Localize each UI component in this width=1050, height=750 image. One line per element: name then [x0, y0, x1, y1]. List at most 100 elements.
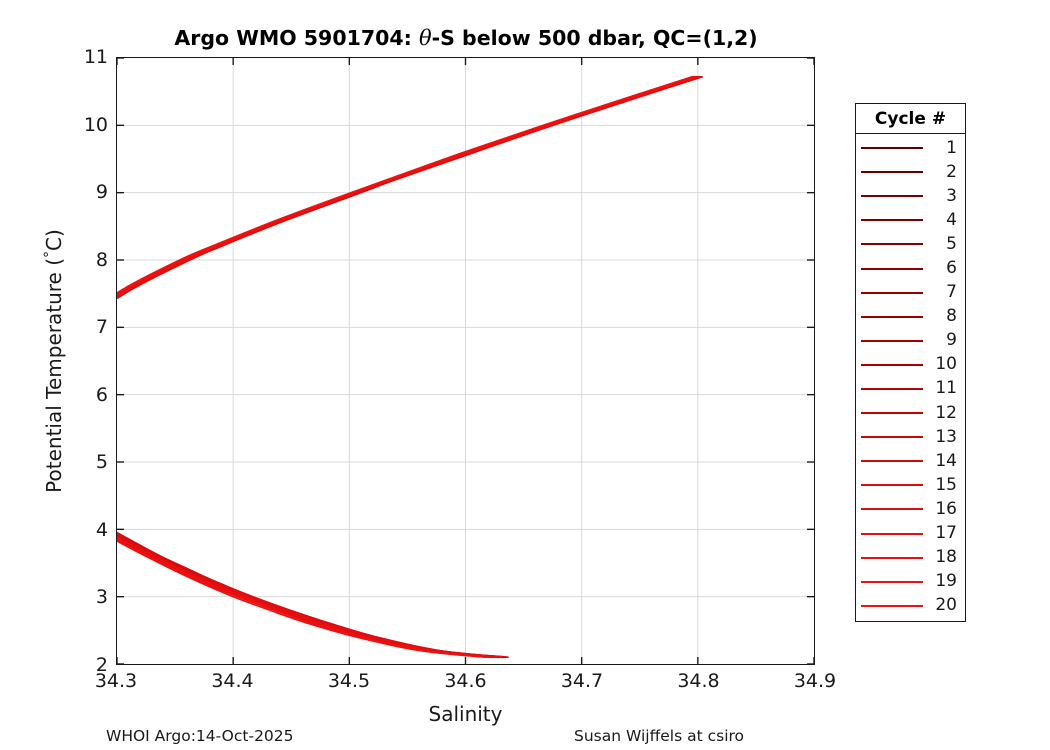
legend-line-swatch	[861, 243, 923, 246]
profile-curve	[117, 76, 699, 659]
legend-title: Cycle #	[856, 104, 965, 134]
legend-item-label: 4	[946, 209, 957, 230]
legend-item-label: 9	[946, 330, 957, 351]
legend-item[interactable]: 1	[856, 136, 965, 160]
legend-item-label: 11	[935, 378, 957, 399]
y-tick-label: 11	[83, 46, 108, 68]
x-axis-title: Salinity	[116, 702, 815, 726]
profile-curve	[117, 76, 700, 659]
legend-item[interactable]: 9	[856, 329, 965, 353]
legend-item-label: 3	[946, 185, 957, 206]
y-tick-label: 5	[95, 451, 108, 474]
legend-line-swatch	[861, 580, 923, 583]
legend-item[interactable]: 11	[856, 377, 965, 401]
legend-item[interactable]: 3	[856, 184, 965, 208]
y-tick-label: 8	[95, 248, 108, 271]
y-tick-label: 10	[83, 113, 108, 136]
page-title: Argo WMO 5901704: θ-S below 500 dbar, QC…	[116, 26, 816, 50]
legend-item-label: 1	[946, 137, 957, 158]
y-tick-label: 9	[95, 181, 108, 204]
legend-item[interactable]: 18	[856, 546, 965, 570]
profile-curve	[117, 76, 694, 659]
legend-item[interactable]: 13	[856, 425, 965, 449]
legend-line-swatch	[861, 508, 923, 511]
x-axis-title-text: Salinity	[428, 702, 503, 726]
y-tick-label: 2	[95, 654, 108, 676]
gridlines	[117, 58, 814, 664]
legend-line-swatch	[861, 532, 923, 535]
tick-marks	[117, 58, 814, 664]
profile-curve	[117, 76, 701, 659]
legend-item-label: 7	[946, 282, 957, 303]
legend-item-label: 14	[935, 450, 957, 471]
profile-curve	[117, 76, 694, 659]
x-tick-label: 34.7	[560, 670, 604, 692]
legend-line-swatch	[861, 195, 923, 198]
legend-item[interactable]: 12	[856, 401, 965, 425]
x-tick-label: 34.9	[793, 670, 837, 692]
y-tick-label: 4	[95, 518, 108, 541]
legend-line-swatch	[861, 436, 923, 439]
legend-item-label: 18	[935, 547, 957, 568]
x-tick-label: 34.6	[444, 670, 487, 692]
legend-item[interactable]: 7	[856, 281, 965, 305]
title-suffix: -S below 500 dbar, QC=(1,2)	[431, 26, 758, 50]
y-tick-label: 3	[95, 586, 108, 609]
y-tick-label: 6	[95, 383, 108, 406]
legend-item[interactable]: 8	[856, 305, 965, 329]
x-tick-label: 34.5	[327, 670, 371, 692]
legend-line-swatch	[861, 291, 923, 294]
legend-item[interactable]: 5	[856, 232, 965, 256]
legend-item-label: 10	[935, 354, 957, 375]
footer-author: Susan Wijffels at csiro	[574, 727, 745, 745]
legend-item-label: 5	[946, 233, 957, 254]
legend-line-swatch	[861, 556, 923, 559]
legend-line-swatch	[861, 412, 923, 415]
legend-item[interactable]: 4	[856, 208, 965, 232]
profile-curves	[117, 76, 703, 659]
profile-curve	[117, 76, 701, 659]
legend-line-swatch	[861, 171, 923, 174]
legend-item[interactable]: 15	[856, 473, 965, 497]
profile-curve	[117, 76, 699, 659]
legend-box: Cycle # 1 2 3 4 5 6 7 8 9 10 11 12 13 14 15 16 17 18 19 20	[855, 103, 966, 622]
legend-item[interactable]: 19	[856, 570, 965, 594]
legend-line-swatch	[861, 315, 923, 318]
legend-item[interactable]: 17	[856, 522, 965, 546]
legend-line-swatch	[861, 387, 923, 390]
legend-item[interactable]: 20	[856, 594, 965, 618]
title-prefix: Argo WMO 5901704:	[174, 26, 419, 50]
profile-curve	[117, 76, 699, 659]
x-axis-tick-labels: 34.3 34.4 34.5 34.6 34.7 34.8 34.9	[95, 670, 836, 698]
theta-symbol: θ	[418, 26, 432, 50]
footer-source: WHOI Argo:14-Oct-2025	[106, 727, 294, 745]
legend-line-swatch	[861, 147, 923, 150]
legend-item[interactable]: 6	[856, 256, 965, 280]
y-axis-title: Potential Temperature (°C)	[42, 57, 72, 665]
profile-curve	[117, 76, 703, 659]
x-tick-label: 34.4	[211, 670, 254, 692]
legend-item[interactable]: 2	[856, 160, 965, 184]
profile-curve	[117, 76, 697, 659]
legend-item-label: 13	[935, 426, 957, 447]
legend-item[interactable]: 16	[856, 497, 965, 521]
legend-item-label: 8	[946, 306, 957, 327]
y-axis-title-text: Potential Temperature (	[42, 257, 66, 493]
legend-line-swatch	[861, 363, 923, 366]
x-tick-label: 34.3	[94, 670, 138, 692]
legend-item-label: 16	[935, 498, 957, 519]
legend-item[interactable]: 14	[856, 449, 965, 473]
legend-line-swatch	[861, 219, 923, 222]
legend-item-label: 19	[935, 571, 957, 592]
legend-item-label: 2	[946, 161, 957, 182]
profile-curve	[117, 76, 702, 659]
legend-line-swatch	[861, 604, 923, 607]
profile-curve	[117, 76, 701, 659]
profile-curve	[117, 76, 696, 659]
legend-line-swatch	[861, 267, 923, 270]
profile-curve	[117, 76, 703, 659]
legend-item[interactable]: 10	[856, 353, 965, 377]
y-axis-title-unit: C)	[42, 229, 66, 251]
legend-item-label: 12	[935, 402, 957, 423]
